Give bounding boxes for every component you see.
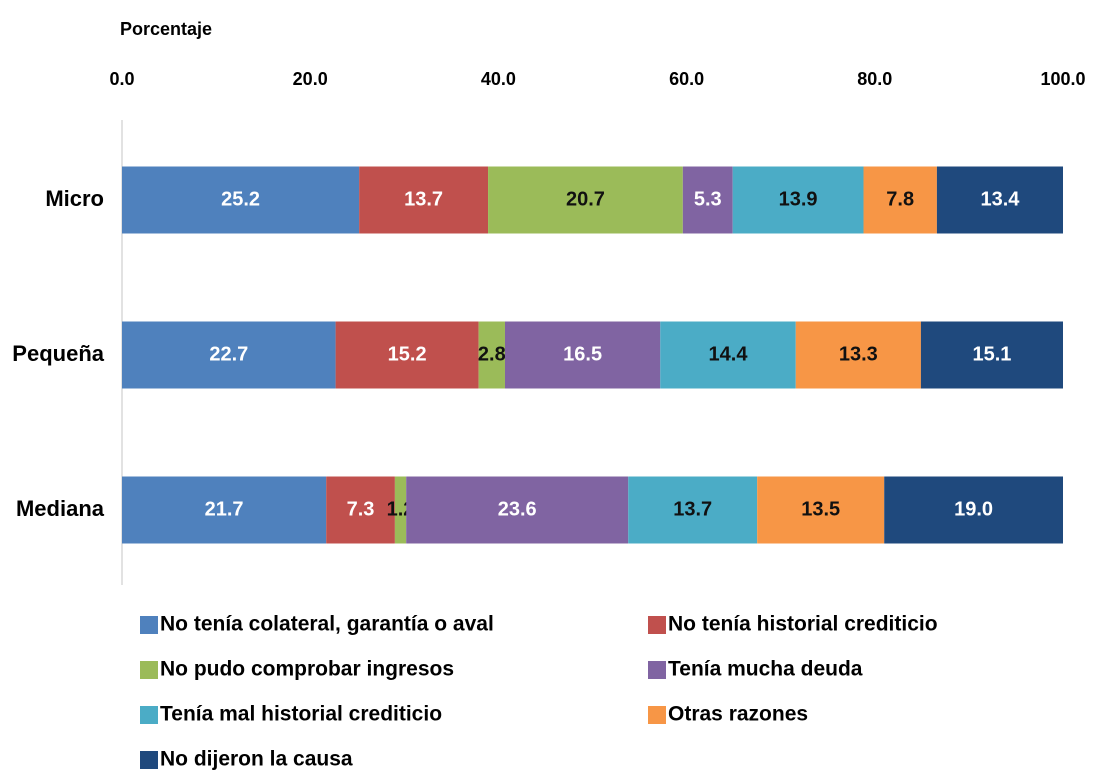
data-label: 13.7 [673, 498, 712, 520]
bar-segment [488, 166, 683, 234]
x-axis-label: Porcentaje [120, 19, 212, 39]
legend-text: No dijeron la causa [160, 748, 353, 771]
data-label: 2.8 [478, 343, 506, 365]
bar-segment [936, 166, 1063, 234]
bar-segment [628, 476, 758, 544]
bar-segment [920, 321, 1063, 389]
bar-segment [504, 321, 661, 389]
bar-segment [406, 476, 629, 544]
bar-segment [122, 321, 336, 389]
bar-segment [326, 476, 395, 544]
legend-text: No tenía historial crediticio [668, 613, 938, 636]
legend-swatch [648, 706, 666, 724]
data-label: 13.3 [839, 343, 878, 365]
data-label: 7.8 [886, 188, 914, 210]
bar-segment [335, 321, 479, 389]
x-tick-label: 20.0 [293, 69, 328, 89]
y-tick-label: Micro [45, 186, 104, 211]
data-label: 7.3 [347, 498, 375, 520]
data-label: 15.2 [388, 343, 427, 365]
data-label: 25.2 [221, 188, 260, 210]
data-label: 19.0 [954, 498, 993, 520]
x-tick-label: 40.0 [481, 69, 516, 89]
bar-segment [359, 166, 489, 234]
data-label: 13.5 [801, 498, 840, 520]
bar-segment [122, 476, 327, 544]
legend-text: Tenía mal historial crediticio [160, 703, 442, 726]
bar-segment [795, 321, 921, 389]
legend-swatch [648, 661, 666, 679]
data-label: 15.1 [972, 343, 1011, 365]
legend-text: Otras razones [668, 703, 808, 726]
legend-text: No pudo comprobar ingresos [160, 658, 454, 681]
bar-segment [884, 476, 1063, 544]
bar-segment [478, 321, 505, 389]
bar-segment [122, 166, 360, 234]
data-label: 13.7 [404, 188, 443, 210]
legend-swatch [140, 706, 158, 724]
legend-swatch [140, 751, 158, 769]
x-tick-label: 0.0 [109, 69, 134, 89]
legend-swatch [140, 616, 158, 634]
bar-segment [682, 166, 733, 234]
bar-segment [757, 476, 885, 544]
y-tick-label: Mediana [16, 496, 105, 521]
bar-segment [660, 321, 796, 389]
data-label: 22.7 [209, 343, 248, 365]
bar-segment [732, 166, 864, 234]
x-tick-label: 60.0 [669, 69, 704, 89]
bar-segment [394, 476, 407, 544]
legend-swatch [140, 661, 158, 679]
bar-segment [863, 166, 937, 234]
legend-text: No tenía colateral, garantía o aval [160, 613, 494, 636]
data-label: 13.4 [980, 188, 1020, 210]
data-label: 13.9 [779, 188, 818, 210]
data-label: 20.7 [566, 188, 605, 210]
data-label: 16.5 [563, 343, 602, 365]
data-label: 5.3 [694, 188, 722, 210]
y-tick-label: Pequeña [12, 341, 104, 366]
data-label: 14.4 [709, 343, 749, 365]
x-tick-label: 100.0 [1040, 69, 1085, 89]
x-tick-label: 80.0 [857, 69, 892, 89]
data-label: 23.6 [498, 498, 537, 520]
legend-swatch [648, 616, 666, 634]
legend-text: Tenía mucha deuda [668, 658, 863, 681]
data-label: 21.7 [205, 498, 244, 520]
